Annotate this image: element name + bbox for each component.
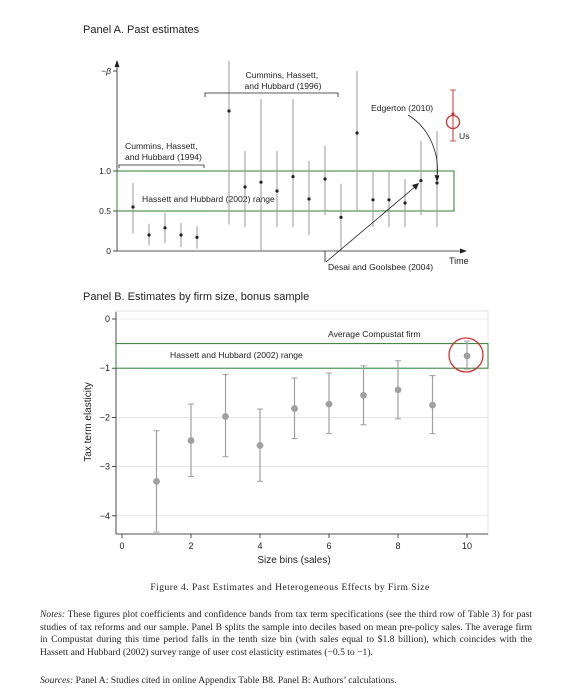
panel-a-ytick-label: −β (101, 66, 111, 76)
pointer-desai (325, 185, 417, 263)
panel-b-title: Panel B. Estimates by firm size, bonus s… (83, 291, 309, 303)
panel-a-point (435, 181, 439, 185)
notes-text: These figures plot coefficients and conf… (40, 609, 532, 658)
panel-a-point (243, 185, 247, 189)
panel-a-ytick-label: 1.0 (99, 166, 111, 176)
panel-b-ylabel: Tax term elasticity (83, 382, 94, 461)
panel-a-y-ticks: 0 0.5 1.0 −β (99, 66, 117, 256)
panel-b-point (429, 401, 436, 409)
panel-b-xtick-label: 2 (188, 541, 193, 551)
panel-a-point (387, 198, 391, 202)
panel-b-ytick-label: −2 (100, 412, 110, 422)
panel-b-point (360, 391, 367, 399)
panel-b: Panel B. Estimates by firm size, bonus s… (83, 291, 489, 566)
panel-a-title: Panel A. Past estimates (83, 24, 200, 36)
panel-b-point (256, 442, 264, 449)
panel-b-point (325, 400, 333, 408)
panel-b-y-ticks: 0 −1 −2 −3 −4 (100, 314, 116, 521)
panel-a-y-arrow (114, 60, 120, 67)
panel-b-point (291, 405, 298, 412)
annotation-us: Us (459, 131, 470, 141)
panel-a-point (131, 205, 135, 209)
annotation-edgerton: Edgerton (2010) (371, 103, 433, 113)
panel-a-point (163, 226, 167, 230)
figure-notes: Notes: These figures plot coefficients a… (40, 609, 532, 659)
panel-a-point (147, 233, 151, 237)
panel-b-ytick-label: −3 (100, 462, 110, 472)
pointer-edgerton-head (434, 175, 440, 182)
panel-a-point (339, 215, 343, 219)
panel-a-point (403, 201, 407, 205)
panel-a-point (291, 175, 295, 179)
figure-caption: Figure 4. Past Estimates and Heterogeneo… (150, 583, 430, 593)
panel-b-xtick-label: 0 (119, 541, 124, 551)
figure-sources: Sources: Panel A: Studies cited in onlin… (40, 675, 532, 686)
notes-label: Notes: (40, 609, 66, 620)
panel-b-point (394, 386, 402, 394)
pointer-edgerton (407, 114, 438, 179)
us-point (451, 112, 455, 116)
bracket-chh-1996 (204, 92, 339, 97)
panel-a-point (179, 233, 183, 237)
panel-b-ytick-label: −1 (100, 363, 110, 373)
panel-b-xtick-label: 4 (257, 541, 262, 551)
panel-b-point (463, 352, 471, 360)
panel-b-range-label: Hassett and Hubbard (2002) range (170, 350, 303, 360)
panel-a-point (195, 235, 199, 239)
panel-b-x-ticks: 0 2 4 6 8 10 (119, 534, 472, 551)
panel-b-marks (153, 340, 471, 533)
panel-b-point (222, 413, 229, 420)
panel-a-point (227, 109, 231, 113)
annotation-average-compustat: Average Compustat firm (328, 329, 421, 339)
panel-b-xtick-label: 8 (395, 541, 400, 551)
panel-a-range-band (116, 170, 455, 212)
panel-a-point (371, 198, 375, 202)
panel-a-x-arrow (460, 248, 467, 254)
panel-a-xlabel: Time (449, 256, 469, 266)
sources-text: Panel A: Studies cited in online Appendi… (75, 675, 397, 686)
panel-b-range-band (115, 343, 489, 369)
panel-a-range-label: Hassett and Hubbard (2002) range (142, 194, 275, 204)
panel-a-point (419, 179, 423, 183)
panel-a-point (323, 177, 327, 181)
panel-a-ytick-label: 0.5 (99, 206, 111, 216)
annotation-chh-1994: Cummins, Hassett, and Hubbard (1994) (125, 141, 202, 162)
panel-b-ytick-label: −4 (100, 511, 110, 521)
panel-b-xtick-label: 10 (462, 541, 472, 551)
panel-a-marks (131, 61, 456, 251)
panel-b-xtick-label: 6 (326, 541, 331, 551)
panel-a-point (275, 189, 279, 193)
sources-label: Sources: (40, 675, 74, 686)
panel-a-point (259, 180, 263, 184)
panel-b-ytick-label: 0 (105, 314, 110, 324)
annotation-desai: Desai and Goolsbee (2004) (328, 262, 433, 272)
panel-a-ytick-label: 0 (106, 246, 111, 256)
panel-b-xlabel: Size bins (sales) (257, 555, 330, 566)
panel-a-point (307, 197, 311, 201)
pointer-desai-head (412, 183, 419, 190)
panel-b-point (153, 477, 160, 485)
bracket-chh-1994 (118, 164, 205, 168)
us-highlight-circle (445, 114, 461, 130)
panel-b-point (187, 437, 195, 444)
panel-a-point (355, 131, 359, 135)
panel-a: Panel A. Past estimates Time 0 0.5 1.0 −β H… (83, 24, 470, 272)
average-firm-highlight-circle (448, 337, 484, 373)
annotation-chh-1996: Cummins, Hassett, and Hubbard (1996) (245, 70, 322, 91)
